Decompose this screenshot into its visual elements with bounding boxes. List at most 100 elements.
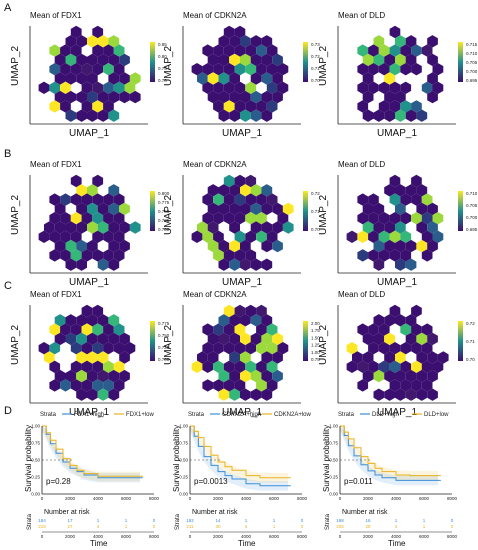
hex-cell — [108, 35, 120, 48]
hex-cell — [97, 314, 109, 327]
color-legend-label: 0.70 — [158, 78, 167, 83]
km-x-tick-label: 4000 — [241, 496, 252, 501]
hex-cell — [357, 193, 369, 206]
hex-cell — [70, 63, 82, 76]
hex-cell — [54, 332, 66, 346]
hex-cell — [411, 63, 422, 76]
hex-cell — [389, 100, 401, 113]
hex-cell — [373, 109, 385, 122]
km-legend-high-label: CDKN2A+high — [222, 412, 261, 418]
hex-cell — [223, 212, 235, 225]
hex-cell — [229, 369, 240, 383]
color-legend-label: 0.700 — [466, 69, 478, 74]
hex-cell — [207, 221, 219, 234]
hex-cell — [416, 388, 428, 401]
hex-cell — [362, 109, 374, 122]
hex-cell — [411, 360, 422, 373]
color-legend-label: 0.710 — [466, 51, 478, 56]
hex-cell — [411, 193, 422, 206]
hex-cell — [266, 193, 278, 206]
km-x-tick-label: 2000 — [363, 496, 374, 501]
color-legend-bar — [458, 321, 463, 361]
hex-cell — [234, 174, 246, 188]
hex-cell — [60, 63, 71, 76]
hex-cell — [87, 351, 98, 364]
hex-cell — [277, 63, 289, 76]
risk-count-low: 0 — [153, 524, 156, 529]
hex-cell — [427, 202, 438, 216]
color-legend-bar — [150, 191, 155, 231]
hex-cell — [87, 388, 98, 401]
hex-cell — [245, 212, 257, 225]
risk-x-tick-label: 4000 — [241, 534, 252, 539]
umap-x-label: UMAP_1 — [222, 128, 262, 139]
hex-cell — [400, 81, 412, 94]
hex-cell — [240, 35, 251, 48]
risk-x-tick-label: 4000 — [391, 534, 402, 539]
hex-cell — [108, 314, 120, 327]
risk-x-tick-label: 0 — [41, 534, 44, 539]
hex-cell — [49, 249, 61, 262]
hex-cell — [250, 221, 262, 234]
hex-cell — [87, 184, 98, 197]
hex-cell — [207, 53, 219, 67]
hex-cell — [405, 109, 417, 122]
hex-cell — [108, 90, 120, 104]
hex-cell — [405, 53, 417, 67]
km-y-tick-label: 0.75 — [179, 441, 188, 446]
km-y-tick-label: 0.75 — [329, 441, 338, 446]
hex-cell — [416, 184, 428, 197]
hex-cell — [250, 35, 262, 48]
hex-cell — [119, 53, 130, 67]
hex-cell — [213, 342, 224, 355]
color-legend-label: 0.73 — [311, 42, 320, 47]
risk-count-high: 0 — [301, 518, 304, 523]
km-x-label: Time — [90, 539, 108, 548]
risk-count-low: 0 — [301, 524, 304, 529]
hex-cell — [427, 90, 438, 104]
hex-cell — [266, 44, 278, 57]
hex-cell — [129, 72, 141, 85]
hex-cell — [65, 239, 77, 253]
hex-cell — [87, 369, 98, 383]
hex-cell — [124, 81, 136, 94]
hex-cell — [421, 81, 433, 94]
hex-cell — [54, 72, 66, 85]
hex-cell — [389, 360, 401, 373]
km-y-tick-label: 1.00 — [31, 424, 40, 429]
risk-count-high: 14 — [215, 518, 221, 523]
hex-cell — [223, 63, 235, 76]
hex-cell — [49, 230, 61, 243]
hex-cell — [113, 323, 125, 336]
hex-cell — [119, 351, 130, 364]
km-legend-high-label: DLD+high — [372, 412, 399, 418]
hex-cell — [207, 184, 219, 197]
hex-cell — [60, 379, 71, 392]
hex-panel-title: Mean of DLD — [338, 11, 385, 20]
km-pvalue: p=0.011 — [344, 477, 373, 486]
hex-cell — [223, 44, 235, 57]
hex-cell — [54, 202, 66, 216]
hex-cell — [261, 202, 273, 216]
hex-cell — [87, 35, 98, 48]
hex-cell — [245, 44, 257, 57]
hex-panel-title: Mean of CDKN2A — [183, 160, 247, 169]
umap-x-label: UMAP_1 — [377, 407, 417, 418]
hex-cell — [378, 63, 390, 76]
hex-cell — [395, 239, 406, 253]
hex-cell — [191, 360, 203, 373]
km-x-tick-label: 4000 — [391, 496, 402, 501]
hex-cell — [234, 212, 246, 225]
hex-cell — [427, 72, 438, 85]
hex-panel-title: Mean of FDX1 — [30, 290, 82, 299]
hex-cell — [266, 342, 278, 355]
risk-count-high: 1 — [245, 518, 248, 523]
hex-cell — [229, 109, 240, 122]
color-legend-label: 1.75 — [311, 328, 320, 333]
hex-cell — [197, 72, 208, 85]
hex-cell — [261, 109, 273, 122]
risk-count-low: 4 — [245, 524, 248, 529]
hex-cell — [400, 212, 412, 225]
hex-cell — [65, 109, 77, 122]
color-legend-label: 0.800 — [158, 191, 170, 196]
